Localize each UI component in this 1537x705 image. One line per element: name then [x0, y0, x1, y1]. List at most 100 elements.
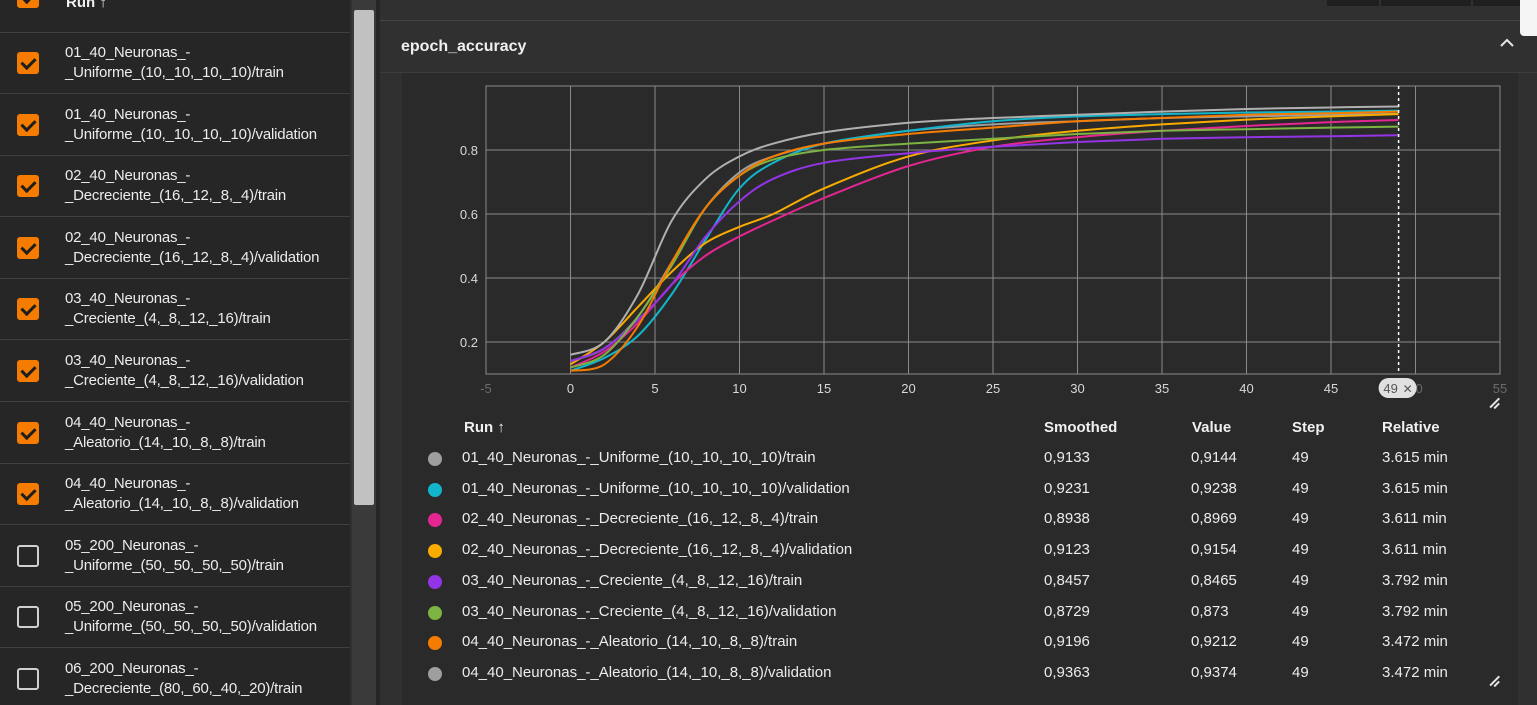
run-list-item[interactable]: 05_200_Neuronas_- _Uniforme_(50,_50,_50,…: [0, 587, 350, 649]
cell-step: 49: [1292, 479, 1309, 497]
chevron-up-icon[interactable]: [1496, 32, 1518, 54]
run-list-item[interactable]: 01_40_Neuronas_- _Uniforme_(10,_10,_10,_…: [0, 95, 350, 156]
run-name: 03_40_Neuronas_- _Creciente_(4,_8,_12,_1…: [65, 352, 304, 389]
series-line-1[interactable]: [570, 112, 1399, 363]
divider: [376, 0, 380, 705]
series-line-3[interactable]: [570, 118, 1399, 369]
header-step: Step: [1292, 419, 1325, 436]
run-name: 05_200_Neuronas_- _Uniforme_(50,_50,_50,…: [65, 598, 317, 636]
cell-smoothed: 0,8938: [1044, 510, 1090, 528]
table-row: 03_40_Neuronas_-_Creciente_(4,_8,_12,_16…: [402, 598, 1518, 628]
table-resize-handle-icon[interactable]: [1488, 675, 1500, 687]
series-color-dot: [428, 605, 442, 620]
run-list-item[interactable]: 02_40_Neuronas_- _Decreciente_(16,_12,_8…: [0, 156, 350, 218]
cell-relative: 3.792 min: [1382, 571, 1448, 589]
close-icon[interactable]: ✕: [1403, 382, 1413, 396]
run-checkbox[interactable]: [17, 483, 39, 506]
x-tick-label: 35: [1155, 381, 1169, 396]
run-checkbox[interactable]: [17, 421, 39, 444]
run-list-item[interactable]: 06_200_Neuronas_- _Decreciente_(80,_60,_…: [0, 649, 350, 705]
header-relative: Relative: [1382, 419, 1440, 436]
cell-run: 04_40_Neuronas_-_Aleatorio_(14,_10,_8,_8…: [462, 633, 798, 651]
cell-value: 0,9374: [1191, 663, 1237, 681]
header-value: Value: [1192, 419, 1232, 436]
toolbar-segment[interactable]: [1381, 0, 1471, 6]
x-tick-label: -5: [480, 381, 492, 396]
cell-value: 0,8465: [1191, 571, 1237, 589]
cell-value: 0,9144: [1191, 449, 1237, 466]
table-row: 03_40_Neuronas_-_Creciente_(4,_8,_12,_16…: [402, 567, 1518, 597]
run-checkbox[interactable]: [17, 52, 39, 74]
run-checkbox[interactable]: [17, 236, 39, 259]
cell-smoothed: 0,8729: [1044, 602, 1090, 620]
card-header: epoch_accuracy: [380, 22, 1537, 73]
run-checkbox[interactable]: [17, 113, 39, 136]
run-checkbox[interactable]: [17, 360, 39, 382]
run-list-item[interactable]: 02_40_Neuronas_- _Decreciente_(16,_12,_8…: [0, 218, 350, 279]
run-name: 01_40_Neuronas_- _Uniforme_(10,_10,_10,_…: [65, 44, 284, 81]
run-checkbox[interactable]: [17, 544, 39, 567]
run-list-item[interactable]: 01_40_Neuronas_- _Uniforme_(10,_10,_10,_…: [0, 33, 350, 94]
cell-run: 02_40_Neuronas_-_Decreciente_(16,_12,_8,…: [462, 510, 819, 528]
table-row: 04_40_Neuronas_-_Aleatorio_(14,_10,_8,_8…: [402, 628, 1518, 658]
accuracy-line-chart[interactable]: -505101520253035404550550.20.40.60.849✕: [402, 73, 1518, 418]
run-name: 06_200_Neuronas_- _Decreciente_(80,_60,_…: [65, 660, 303, 697]
y-tick-label: 0.6: [460, 207, 478, 222]
card-title: epoch_accuracy: [401, 38, 527, 55]
cell-step: 49: [1292, 663, 1309, 681]
cell-value: 0,9238: [1191, 479, 1237, 497]
x-tick-label: 40: [1239, 381, 1253, 396]
toolbar-segment[interactable]: [1473, 0, 1533, 6]
y-tick-label: 0.8: [460, 143, 478, 158]
run-list-item[interactable]: 04_40_Neuronas_- _Aleatorio_(14,_10,_8,_…: [0, 403, 350, 464]
x-tick-label: 55: [1493, 381, 1507, 396]
step-marker-pill[interactable]: [1378, 378, 1417, 398]
run-column-sort-label[interactable]: Run ↑: [66, 0, 107, 11]
series-color-dot: [428, 574, 442, 589]
series-line-6[interactable]: [570, 125, 1399, 369]
cell-relative: 3.472 min: [1382, 633, 1448, 651]
expand-corner-button[interactable]: [1520, 0, 1537, 36]
series-line-8[interactable]: [570, 105, 1399, 356]
table-row: 01_40_Neuronas_-_Uniforme_(10,_10,_10,_1…: [402, 444, 1518, 474]
run-checkbox[interactable]: [17, 175, 39, 198]
series-line-2[interactable]: [570, 109, 1399, 372]
sidebar-scrollbar-thumb[interactable]: [354, 10, 374, 505]
series-color-dot: [428, 452, 442, 466]
run-name: 04_40_Neuronas_- _Aleatorio_(14,_10,_8,_…: [65, 413, 266, 451]
card-body: -505101520253035404550550.20.40.60.849✕ …: [402, 73, 1518, 705]
x-tick-label: 15: [817, 381, 831, 396]
series-line-5[interactable]: [570, 134, 1399, 363]
cell-run: 03_40_Neuronas_-_Creciente_(4,_8,_12,_16…: [462, 602, 837, 620]
cell-smoothed: 0,9196: [1044, 633, 1090, 651]
x-tick-label: 0: [567, 381, 574, 396]
cell-smoothed: 0,9133: [1044, 449, 1090, 466]
sidebar-scrollbar[interactable]: [352, 0, 376, 705]
cell-run: 03_40_Neuronas_-_Creciente_(4,_8,_12,_16…: [462, 571, 803, 589]
run-selector-sidebar: Run ↑ 01_40_Neuronas_- _Uniforme_(10,_10…: [0, 0, 350, 705]
x-tick-label: 10: [732, 381, 746, 396]
toolbar-segment[interactable]: [1327, 0, 1379, 6]
run-name: 02_40_Neuronas_- _Decreciente_(16,_12,_8…: [65, 228, 320, 266]
series-line-7[interactable]: [570, 110, 1399, 372]
x-tick-label: 25: [986, 381, 1000, 396]
cell-relative: 3.611 min: [1382, 541, 1447, 559]
top-toolbar-strip: [380, 0, 1537, 21]
run-list-item[interactable]: 05_200_Neuronas_- _Uniforme_(50,_50,_50,…: [0, 526, 350, 587]
run-list-item[interactable]: 03_40_Neuronas_- _Creciente_(4,_8,_12,_1…: [0, 279, 350, 341]
header-run[interactable]: Run ↑: [464, 419, 505, 436]
run-checkbox[interactable]: [17, 668, 39, 690]
cell-step: 49: [1292, 633, 1309, 651]
cell-smoothed: 0,8457: [1044, 571, 1090, 589]
select-all-checkbox[interactable]: [17, 0, 39, 8]
run-list-item[interactable]: 03_40_Neuronas_- _Creciente_(4,_8,_12,_1…: [0, 341, 350, 402]
cell-relative: 3.615 min: [1382, 449, 1448, 466]
run-name: 03_40_Neuronas_- _Creciente_(4,_8,_12,_1…: [65, 290, 271, 328]
series-line-4[interactable]: [569, 113, 1399, 366]
run-checkbox[interactable]: [17, 606, 39, 629]
run-checkbox[interactable]: [17, 298, 39, 321]
cell-run: 04_40_Neuronas_-_Aleatorio_(14,_10,_8,_8…: [462, 663, 832, 681]
chart-resize-handle-icon[interactable]: [1488, 397, 1500, 409]
cell-relative: 3.472 min: [1382, 663, 1448, 681]
run-list-item[interactable]: 04_40_Neuronas_- _Aleatorio_(14,_10,_8,_…: [0, 464, 350, 526]
